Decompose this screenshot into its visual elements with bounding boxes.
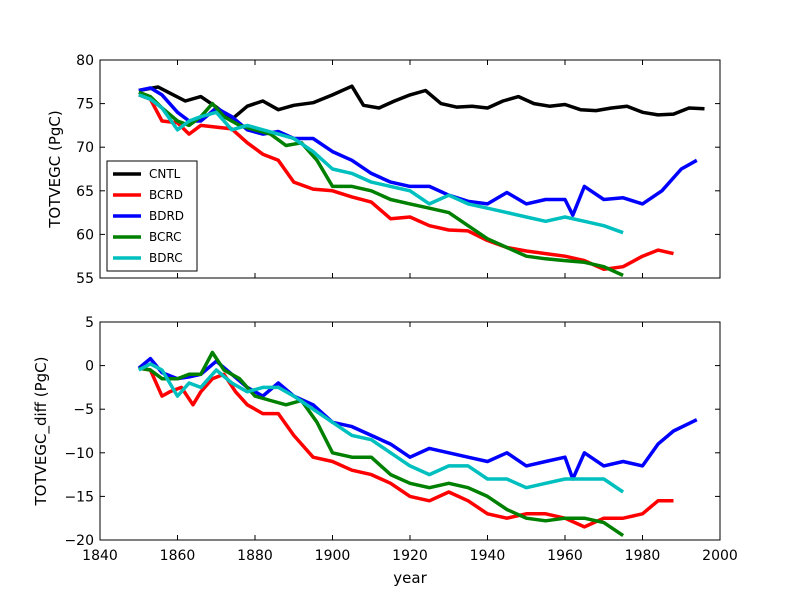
series-line-bcrc	[138, 350, 625, 538]
x-tick-label: 1980	[625, 548, 661, 564]
y-tick-label: 0	[85, 359, 94, 375]
y-tick-label: 80	[76, 53, 94, 69]
legend-label-bdrd: BDRD	[149, 209, 184, 223]
series-line-bdrc	[138, 93, 624, 235]
x-tick-label: 1880	[237, 548, 273, 564]
top-series-group	[138, 84, 705, 277]
bottom-y-axis-label: TOTVEGC_diff (PgC)	[32, 356, 51, 506]
top-ticks: 55 60 65 70 75 80	[76, 53, 721, 287]
y-tick-label: −20	[64, 533, 94, 549]
x-tick-label: 1860	[160, 548, 196, 564]
y-tick-label: −10	[64, 446, 94, 462]
x-tick-label: 1900	[315, 548, 351, 564]
x-tick-label: 2000	[702, 548, 738, 564]
y-tick-label: 65	[76, 184, 94, 200]
y-tick-label: 55	[76, 271, 94, 287]
x-tick-label: 1840	[82, 548, 118, 564]
series-line-bcrd	[138, 93, 674, 272]
y-tick-label: 75	[76, 97, 94, 113]
y-tick-label: 5	[85, 315, 94, 331]
legend-items: CNTL BCRD BDRD BCRC BDRC	[113, 167, 184, 265]
bottom-series-group	[137, 350, 698, 538]
x-tick-label: 1940	[470, 548, 506, 564]
top-panel: 55 60 65 70 75 80 TOTVEGC (PgC) CNTL BCRD BDRD B…	[46, 53, 721, 287]
y-tick-label: −15	[64, 489, 94, 505]
x-axis-label: year	[393, 569, 427, 587]
legend-label-bdrc: BDRC	[149, 251, 183, 265]
y-tick-label: 60	[76, 227, 94, 243]
legend-label-bcrc: BCRC	[149, 230, 182, 244]
bottom-ticks: −20 −15 −10 −5 0 5 1840 1860 1880 1900 1920 1940 196…	[64, 315, 737, 564]
bottom-panel: −20 −15 −10 −5 0 5 1840 1860 1880 1900 1920 1940 196…	[32, 315, 738, 587]
legend-label-bcrd: BCRD	[149, 188, 183, 202]
series-line-bdrd	[137, 356, 698, 481]
legend: CNTL BCRD BDRD BCRC BDRC	[106, 160, 198, 272]
series-line-bcrd	[138, 366, 674, 529]
x-tick-label: 1960	[547, 548, 583, 564]
y-tick-label: 70	[76, 140, 94, 156]
top-y-axis-label: TOTVEGC (PgC)	[46, 110, 64, 228]
x-tick-label: 1920	[392, 548, 428, 564]
y-tick-label: −5	[73, 402, 94, 418]
series-line-bdrc	[137, 362, 625, 494]
legend-label-cntl: CNTL	[149, 167, 181, 181]
